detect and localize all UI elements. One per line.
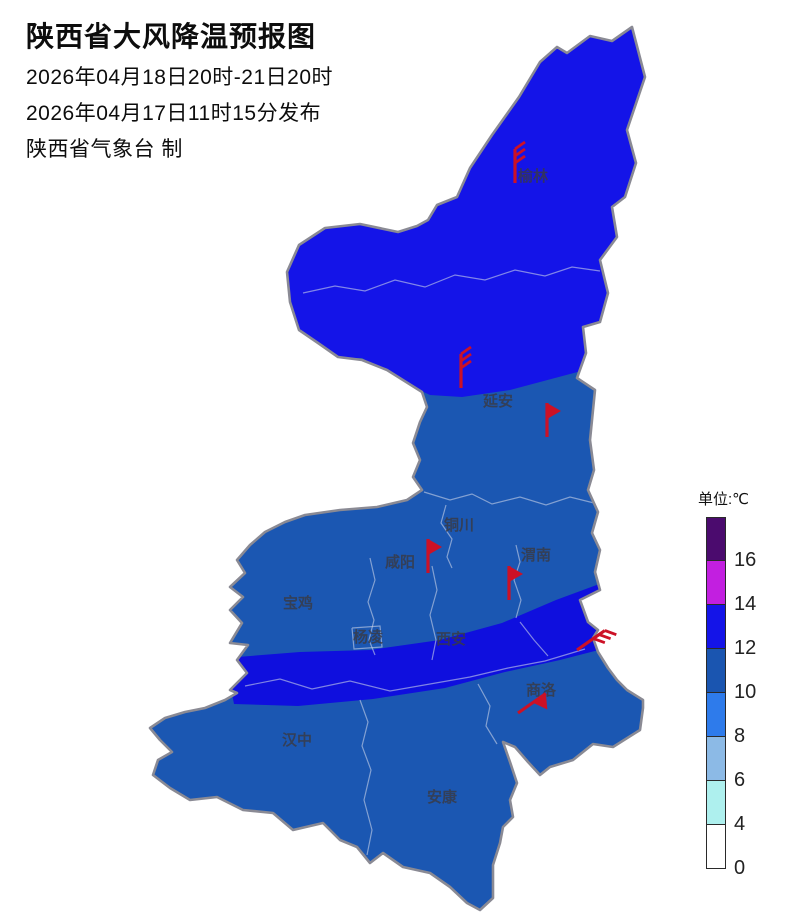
city-label-咸阳: 咸阳 bbox=[385, 553, 415, 571]
page-title: 陕西省大风降温预报图 bbox=[26, 21, 317, 52]
wind-barb-icon bbox=[517, 692, 548, 715]
wind-barb-icon bbox=[507, 566, 523, 600]
wind-barbs-layer bbox=[426, 140, 617, 715]
wind-barb-icon bbox=[513, 140, 526, 183]
city-label-榆林: 榆林 bbox=[518, 167, 549, 185]
city-label-西安: 西安 bbox=[436, 630, 466, 648]
province-border bbox=[148, 25, 647, 912]
city-label-铜川: 铜川 bbox=[444, 516, 474, 534]
wind-barb-icon bbox=[576, 629, 617, 652]
city-label-汉中: 汉中 bbox=[282, 731, 312, 749]
city-label-渭南: 渭南 bbox=[521, 546, 551, 564]
district-boundaries bbox=[244, 266, 601, 856]
wind-barb-icon bbox=[426, 539, 442, 573]
map-header: 陕西省大风降温预报图 2026年04月18日20时-21日20时 2026年04… bbox=[26, 20, 333, 162]
city-label-商洛: 商洛 bbox=[526, 681, 557, 699]
city-label-延安: 延安 bbox=[482, 392, 513, 410]
valid-period-text: 2026年04月18日20时-21日20时 bbox=[26, 66, 334, 89]
wind-barb-icon bbox=[459, 345, 472, 388]
city-label-杨凌: 杨凌 bbox=[353, 628, 384, 646]
city-label-安康: 安康 bbox=[427, 788, 458, 806]
issued-time-text: 2026年04月17日11时15分发布 bbox=[26, 102, 322, 125]
region-qinling-band-12-14 bbox=[225, 580, 618, 706]
city-label-宝鸡: 宝鸡 bbox=[283, 594, 313, 612]
agency-text: 陕西省气象台 制 bbox=[26, 138, 183, 161]
wind-barb-icon bbox=[545, 403, 561, 437]
